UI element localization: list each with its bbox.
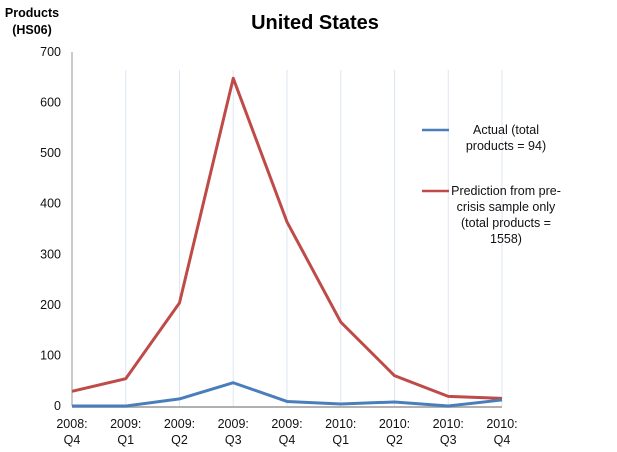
x-tick-label: Q1: [332, 433, 349, 447]
y-tick-label: 600: [40, 96, 61, 110]
y-tick-label: 500: [40, 146, 61, 160]
x-tick-label: Q4: [279, 433, 296, 447]
x-tick-label: 2010:: [325, 417, 356, 431]
legend-label: products = 94): [466, 139, 546, 153]
x-tick-label: Q3: [440, 433, 457, 447]
gridlines: [125, 70, 503, 406]
x-tick-label: Q3: [225, 433, 242, 447]
x-tick-label: 2010:: [379, 417, 410, 431]
axes: [71, 52, 502, 408]
x-tick-label: 2010:: [486, 417, 517, 431]
y-tick-label: 700: [40, 45, 61, 59]
x-tick-label: 2009:: [271, 417, 302, 431]
legend: Actual (total products = 94) Prediction fr…: [422, 123, 561, 246]
series-line-actual: [72, 381, 503, 408]
legend-label: Prediction from pre-: [451, 184, 561, 198]
x-tick-label: 2010:: [433, 417, 464, 431]
legend-label: 1558): [490, 232, 522, 246]
y-tick-labels: 0 100 200 300 400 500 600 700: [40, 45, 61, 413]
y-tick-label: 400: [40, 197, 61, 211]
legend-label: (total products =: [461, 216, 551, 230]
y-axis-label-line-2: (HS06): [12, 23, 52, 37]
x-tick-labels: 2008: Q4 2009: Q1 2009: Q2 2009: Q3 2009: Q4 2010:…: [56, 417, 517, 447]
chart-title: United States: [251, 12, 379, 34]
y-tick-label: 100: [40, 348, 61, 362]
x-tick-label: 2009:: [164, 417, 195, 431]
x-tick-label: 2009:: [110, 417, 141, 431]
x-tick-label: 2008:: [56, 417, 87, 431]
x-tick-label: Q4: [494, 433, 511, 447]
x-tick-label: Q2: [386, 433, 403, 447]
legend-label: crisis sample only: [457, 200, 556, 214]
y-axis-label-line-1: Products: [5, 6, 59, 20]
legend-label: Actual (total: [473, 123, 539, 137]
series-line-prediction: [71, 76, 503, 400]
x-tick-label: Q2: [171, 433, 188, 447]
y-tick-label: 300: [40, 247, 61, 261]
x-tick-label: Q4: [64, 433, 81, 447]
y-tick-label: 0: [54, 399, 61, 413]
series-lines: [71, 76, 503, 408]
x-tick-label: 2009:: [218, 417, 249, 431]
x-tick-label: Q1: [117, 433, 134, 447]
y-tick-label: 200: [40, 298, 61, 312]
